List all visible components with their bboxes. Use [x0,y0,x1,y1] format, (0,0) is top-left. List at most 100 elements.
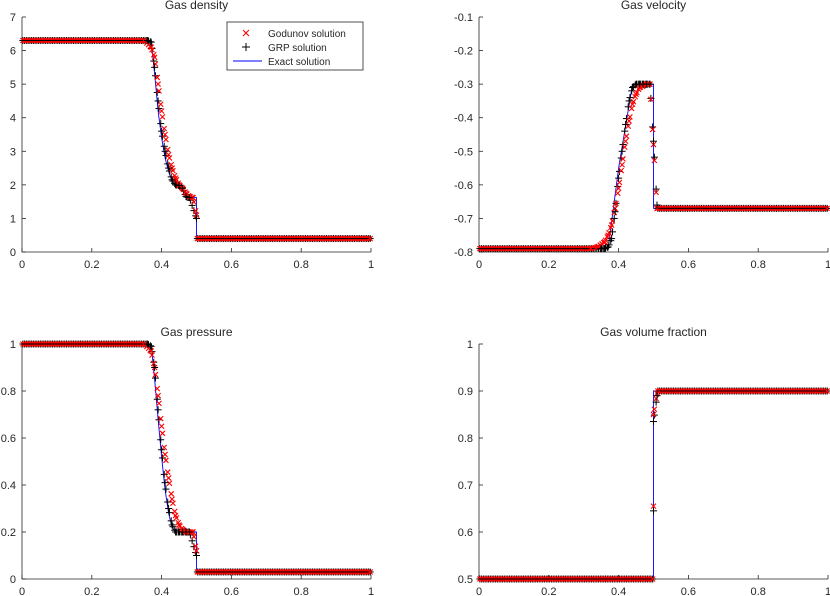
godunov-point [193,547,200,554]
godunov-point [169,496,175,502]
godunov-point [618,167,625,174]
y-tick-label: 0 [10,574,16,586]
godunov-point [605,232,612,239]
godunov-point [367,235,374,242]
grp-point [193,214,200,222]
grp-point [179,184,187,192]
godunov-point [615,185,622,192]
godunov-point [158,108,165,114]
grp-point [652,185,660,193]
y-tick-label: 1 [10,213,16,225]
y-tick-label: 2 [10,180,16,192]
legend-godunov-label: Godunov solution [268,29,346,40]
godunov-point [824,205,830,212]
grp-point [147,38,155,46]
y-tick-label: 1 [10,339,16,351]
godunov-point [157,415,164,422]
grp-point [172,181,180,189]
godunov-point [165,151,172,158]
godunov-point [601,239,608,245]
godunov-point [608,222,615,229]
exact-solution-line [479,83,828,250]
grp-point [608,235,616,243]
godunov-point [649,126,656,133]
grp-point [193,552,200,559]
godunov-point [650,503,657,510]
y-tick-label: -0.4 [454,113,473,125]
chart-title: Gas velocity [621,0,686,12]
y-tick-label: 0.5 [458,574,473,586]
x-tick-label: 0.8 [751,586,766,596]
x-tick-label: 0.2 [541,259,556,271]
grp-point [622,120,630,128]
godunov-point [155,81,161,88]
godunov-point [619,161,625,168]
x-tick-label: 1 [825,259,830,271]
grp-point [165,505,173,512]
grp-point [650,418,657,426]
godunov-point [163,136,169,143]
grp-point [162,485,170,493]
y-tick-label: -0.3 [454,79,473,91]
godunov-point [156,87,162,94]
y-tick-label: 0.4 [1,480,16,492]
grp-point [171,526,179,534]
godunov-point [190,533,197,540]
chart-title: Gas pressure [160,325,232,339]
godunov-point [614,190,621,197]
x-tick-label: 0 [19,259,25,271]
y-tick-label: 6 [10,46,16,58]
grp-point [157,120,165,128]
y-tick-label: 0.6 [458,527,473,539]
godunov-point [161,444,168,451]
exact-solution-line [22,343,371,573]
legend-box [226,21,364,71]
godunov-point [148,348,155,354]
godunov-point [651,157,658,164]
godunov-point [651,406,658,413]
grp-point [647,94,655,102]
grp-point [158,127,166,135]
grp-point [165,509,173,517]
godunov-point [176,522,182,528]
x-tick-label: 0 [19,586,25,596]
y-tick-label: 0.2 [1,527,16,539]
y-tick-label: -0.6 [454,180,473,192]
x-tick-label: 0 [476,586,482,596]
godunov-point [162,451,168,458]
grp-point [157,436,165,444]
grp-point [608,228,616,236]
grp-point [154,97,162,105]
godunov-point [613,200,619,207]
godunov-point [148,44,155,51]
y-tick-label: -0.5 [454,146,473,158]
godunov-point [168,490,175,497]
grp-point [158,132,166,140]
velocity-panel: 0 0.2 0.4 0.6 0.8 1 -0.8 -0.7 -0.6 -0.5 -0.4 -0.3 -0… [454,0,830,271]
grp-point [169,523,177,531]
x-tick-label: 0.2 [541,586,556,596]
y-tick-label: 7 [10,12,16,24]
godunov-point [168,161,175,168]
godunov-point [151,54,158,61]
godunov-point [166,480,173,487]
x-tick-label: 0.2 [84,259,99,271]
godunov-point [159,113,166,120]
grp-point [186,194,194,202]
godunov-point [166,155,173,161]
grp-point [147,342,155,350]
y-tick-label: 0.8 [458,433,473,445]
godunov-point [634,89,640,96]
godunov-point [621,144,628,150]
density-panel: 0 0.2 0.4 0.6 0.8 1 0 1 2 3 4 5 6 7 Gas density [10,0,374,271]
y-tick-label: 0.8 [1,386,16,398]
godunov-point [157,101,164,108]
godunov-point [162,131,168,138]
godunov-point [629,101,636,108]
godunov-point [152,371,159,378]
x-tick-label: 0.6 [681,259,696,271]
godunov-point [587,245,594,252]
grp-point [160,142,168,150]
godunov-point [190,199,197,205]
